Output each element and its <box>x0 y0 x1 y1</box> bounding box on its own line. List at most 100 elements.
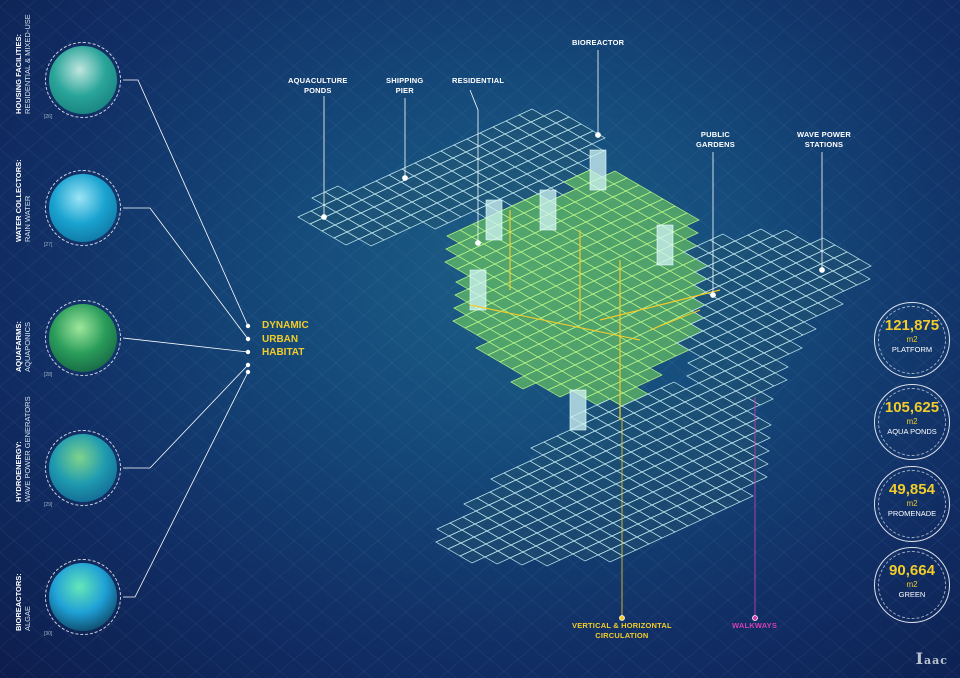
feature-citation: [26] <box>44 114 53 120</box>
grid-line <box>0 0 568 678</box>
label-residential: RESIDENTIAL <box>452 76 505 85</box>
grid-line <box>355 0 960 513</box>
leader-dot <box>619 615 625 621</box>
grid-line <box>383 0 960 489</box>
leader-line <box>123 371 249 598</box>
platform-tiles <box>297 108 872 567</box>
grid-line <box>0 0 624 678</box>
grid-line <box>0 0 429 364</box>
grid-line <box>0 362 373 678</box>
grid-line <box>0 0 568 678</box>
grid-line <box>663 0 960 252</box>
green-tile <box>636 367 663 382</box>
platform-tile <box>727 488 754 503</box>
feature-label: HOUSING FACILITIES: RESIDENTIAL & MIXED-U… <box>14 14 32 114</box>
grid-line <box>0 0 540 678</box>
bioreactor-tower <box>485 199 503 241</box>
green-tile <box>672 225 699 240</box>
grid-line <box>0 0 261 222</box>
platform-tile <box>743 443 770 458</box>
grid-line <box>75 0 877 678</box>
grid-line <box>0 0 680 678</box>
grid-line <box>635 0 960 276</box>
platform-tile <box>844 271 871 286</box>
platform-tile <box>776 340 803 355</box>
grid-line <box>0 670 9 678</box>
platform-tile <box>762 359 789 374</box>
feature-image-circle <box>45 170 121 246</box>
leader-dot <box>819 267 825 273</box>
grid-line <box>691 450 960 678</box>
label-bioreactor: BIOREACTOR <box>572 38 625 47</box>
grid-line <box>719 0 960 205</box>
bioreactor-tower <box>569 389 587 431</box>
grid-line <box>0 0 680 678</box>
grid-line <box>0 433 289 678</box>
iaac-logo: Iaac <box>915 649 948 668</box>
bioreactor-tower <box>589 149 607 191</box>
grid-line <box>0 0 373 316</box>
leader-line <box>469 89 479 243</box>
platform-tile <box>744 430 771 445</box>
grid-line <box>439 0 960 442</box>
grid-line <box>0 0 596 678</box>
grid-line <box>803 0 960 133</box>
leader-dot <box>475 240 481 246</box>
feature-photo <box>49 46 117 114</box>
grid-line <box>0 0 624 678</box>
feature-image-circle <box>45 42 121 118</box>
grid-line <box>327 141 960 678</box>
grid-line <box>383 189 960 678</box>
grid-line <box>0 385 345 678</box>
circulation-line <box>599 289 721 321</box>
feature-image-circle <box>45 430 121 506</box>
feature-photo <box>49 563 117 631</box>
grid-line <box>355 165 960 678</box>
label-wave-power-stations: WAVE POWER STATIONS <box>797 130 851 149</box>
grid-line <box>551 0 960 347</box>
dynamic-urban-habitat-label: DYNAMIC URBAN HABITAT <box>262 320 309 358</box>
feature-photo <box>49 304 117 372</box>
grid-line <box>719 473 960 678</box>
stat-circle: 49,854 m2 PROMENADE <box>874 466 950 542</box>
grid-line <box>635 402 960 678</box>
leader-line <box>122 337 249 353</box>
grid-line <box>0 314 429 678</box>
leader-line <box>123 207 249 340</box>
label-public-gardens: PUBLIC GARDENS <box>696 130 735 149</box>
grid-line <box>0 0 401 340</box>
feature-citation: [29] <box>44 502 53 508</box>
feature-image-circle <box>45 300 121 376</box>
leader-line <box>123 364 249 469</box>
grid-line <box>0 0 708 678</box>
leader-dot <box>245 369 251 375</box>
grid-line <box>0 0 540 678</box>
grid-line <box>299 117 960 678</box>
platform-tile <box>579 130 606 145</box>
grid-line <box>47 0 849 678</box>
label-shipping-pier: SHIPPING PIER <box>386 76 424 95</box>
grid-line <box>47 0 849 678</box>
grid-line <box>775 0 960 157</box>
grid-line <box>0 0 708 678</box>
grid-line <box>747 0 960 181</box>
circulation-line <box>649 309 701 331</box>
grid-line <box>0 0 149 127</box>
grid-line <box>579 0 960 323</box>
platform-tile <box>742 456 769 471</box>
leader-dot <box>245 323 251 329</box>
grid-line <box>0 0 652 678</box>
grid-line <box>663 426 960 678</box>
bioreactor-tower <box>539 189 557 231</box>
grid-line <box>0 0 345 293</box>
feature-citation: [30] <box>44 631 53 637</box>
feature-label: BIOREACTORS: ALGAE <box>14 573 32 631</box>
feature-label: HYDROENERGY: WAVE POWER GENERATORS <box>14 396 32 502</box>
stat-circle: 105,625 m2 AQUA PONDS <box>874 384 950 460</box>
platform-tile <box>747 391 774 406</box>
leader-dot <box>245 349 251 355</box>
grid-line <box>551 331 960 678</box>
grid-line <box>467 260 960 678</box>
stat-circle: 121,875 m2 PLATFORM <box>874 302 950 378</box>
